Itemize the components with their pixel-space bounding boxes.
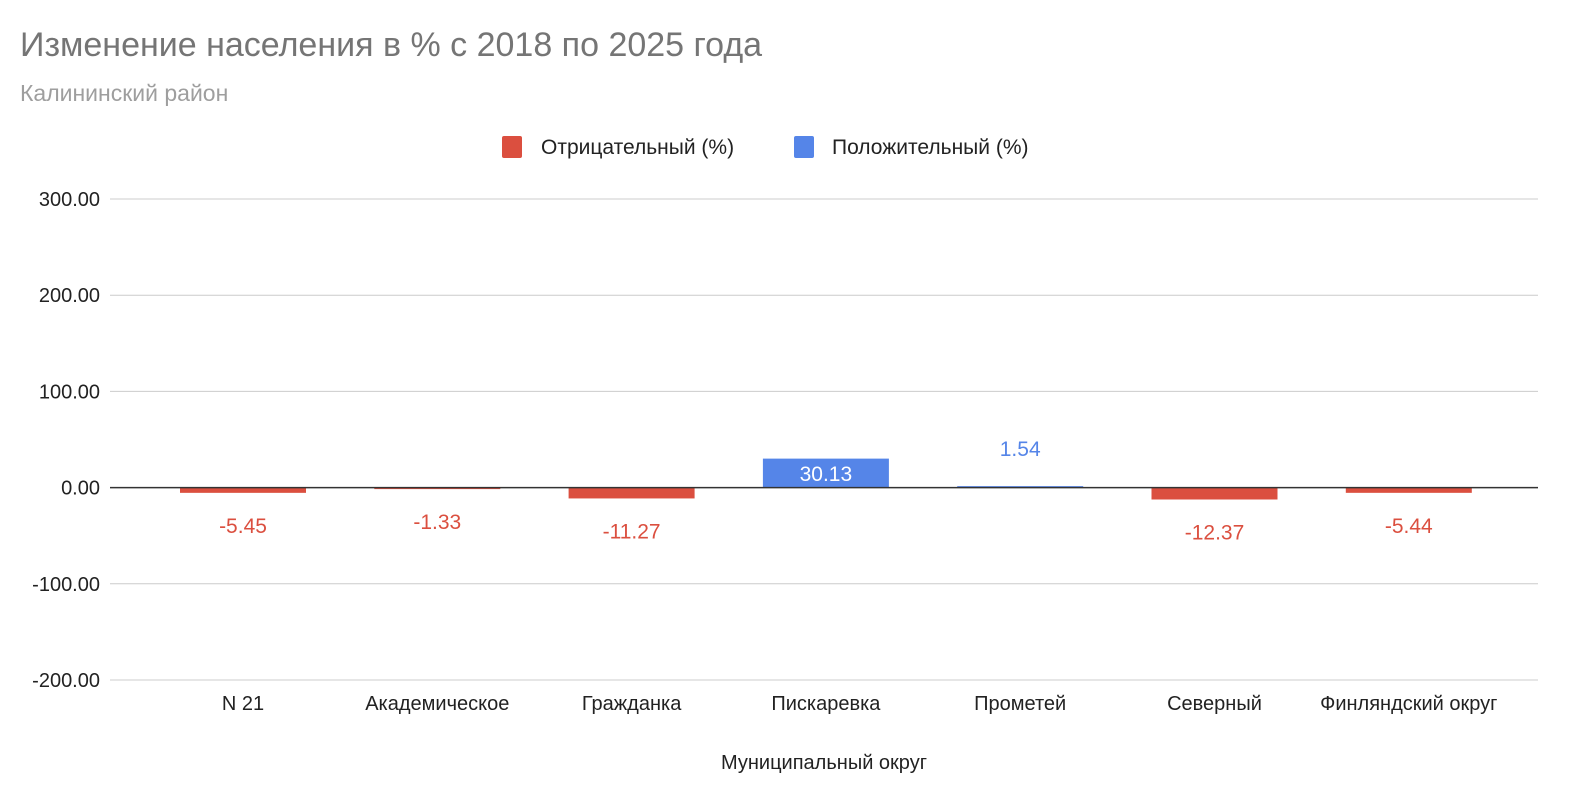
data-label: -1.33 [413,511,461,534]
x-tick-label: Гражданка [582,693,682,715]
y-tick-label: 300.00 [39,189,100,211]
legend-label-positive: Положительный (%) [832,136,1029,159]
y-tick-label: -200.00 [32,670,100,692]
data-label: 30.13 [800,463,853,486]
y-tick-label: -100.00 [32,574,100,596]
bar [568,487,695,499]
y-tick-label: 200.00 [39,285,100,307]
data-label: -5.44 [1385,515,1433,538]
legend: Отрицательный (%) Положительный (%) [502,136,1029,159]
data-label: -12.37 [1185,521,1245,544]
x-tick-label: Академическое [365,693,509,715]
legend-label-negative: Отрицательный (%) [541,136,734,159]
x-tick-label: Северный [1167,693,1262,715]
bar [180,487,306,493]
chart-title: Изменение населения в % с 2018 по 2025 г… [20,26,762,64]
x-axis-title: Муниципальный округ [721,752,927,774]
x-tick-label: N 21 [222,693,264,715]
x-tick-label: Прометей [974,693,1066,715]
data-label: -11.27 [603,520,661,543]
bar [1151,487,1278,500]
chart-subtitle: Калининский район [20,80,228,106]
legend-swatch-negative [502,136,522,158]
bar [1345,487,1472,493]
legend-swatch-positive [794,136,814,158]
y-tick-label: 100.00 [39,381,100,403]
y-tick-label: 0.00 [61,478,100,500]
data-label: 1.54 [1000,438,1041,461]
x-tick-label: Пискаревка [771,693,881,715]
x-tick-label: Финляндский округ [1320,693,1497,715]
data-label: -5.45 [219,515,267,538]
bar [762,458,889,488]
